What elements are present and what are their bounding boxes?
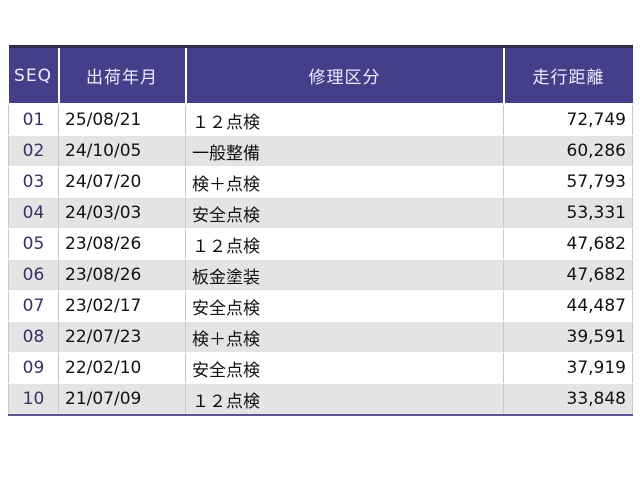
repair-history-panel: SEQ 出荷年月 修理区分 走行距離 01 25/08/21 １２点検 72,749 0… xyxy=(8,45,633,416)
seq-cell: 08 xyxy=(8,321,59,353)
date-cell: 22/07/23 xyxy=(58,321,186,353)
mileage-cell: 60,286 xyxy=(503,135,633,167)
seq-cell: 04 xyxy=(8,197,59,229)
table-row[interactable]: 01 25/08/21 １２点検 72,749 xyxy=(8,104,633,136)
date-cell: 24/10/05 xyxy=(58,135,186,167)
date-cell: 23/02/17 xyxy=(58,290,186,322)
date-cell: 24/03/03 xyxy=(58,197,186,229)
table-row[interactable]: 10 21/07/09 １２点検 33,848 xyxy=(8,383,633,416)
table-row[interactable]: 04 24/03/03 安全点検 53,331 xyxy=(8,197,633,229)
col-header-category: 修理区分 xyxy=(185,46,505,104)
category-cell: 一般整備 xyxy=(185,135,504,167)
mileage-cell: 44,487 xyxy=(503,290,633,322)
table-row[interactable]: 07 23/02/17 安全点検 44,487 xyxy=(8,290,633,322)
table-row[interactable]: 02 24/10/05 一般整備 60,286 xyxy=(8,135,633,167)
table-row[interactable]: 06 23/08/26 板金塗装 47,682 xyxy=(8,259,633,291)
mileage-cell: 72,749 xyxy=(503,104,633,136)
date-cell: 24/07/20 xyxy=(58,166,186,198)
category-cell: 検＋点検 xyxy=(185,166,504,198)
date-cell: 21/07/09 xyxy=(58,383,186,416)
col-header-seq: SEQ xyxy=(8,46,60,104)
category-cell: 安全点検 xyxy=(185,352,504,384)
table-header-row: SEQ 出荷年月 修理区分 走行距離 xyxy=(8,46,633,104)
seq-cell: 03 xyxy=(8,166,59,198)
col-header-mileage: 走行距離 xyxy=(503,46,633,104)
seq-cell: 10 xyxy=(8,383,59,416)
mileage-cell: 33,848 xyxy=(503,383,633,416)
category-cell: 安全点検 xyxy=(185,197,504,229)
table-row[interactable]: 08 22/07/23 検＋点検 39,591 xyxy=(8,321,633,353)
category-cell: 板金塗装 xyxy=(185,259,504,291)
mileage-cell: 57,793 xyxy=(503,166,633,198)
col-header-date: 出荷年月 xyxy=(58,46,187,104)
seq-cell: 02 xyxy=(8,135,59,167)
seq-cell: 01 xyxy=(8,104,59,136)
date-cell: 23/08/26 xyxy=(58,259,186,291)
mileage-cell: 39,591 xyxy=(503,321,633,353)
seq-cell: 06 xyxy=(8,259,59,291)
date-cell: 22/02/10 xyxy=(58,352,186,384)
table-body: 01 25/08/21 １２点検 72,749 02 24/10/05 一般整備 60,286… xyxy=(8,104,633,416)
table-row[interactable]: 03 24/07/20 検＋点検 57,793 xyxy=(8,166,633,198)
mileage-cell: 47,682 xyxy=(503,228,633,260)
seq-cell: 07 xyxy=(8,290,59,322)
category-cell: １２点検 xyxy=(185,104,504,136)
seq-cell: 05 xyxy=(8,228,59,260)
date-cell: 23/08/26 xyxy=(58,228,186,260)
table-row[interactable]: 09 22/02/10 安全点検 37,919 xyxy=(8,352,633,384)
table-header: SEQ 出荷年月 修理区分 走行距離 xyxy=(8,46,633,104)
category-cell: 安全点検 xyxy=(185,290,504,322)
repair-history-table: SEQ 出荷年月 修理区分 走行距離 01 25/08/21 １２点検 72,749 0… xyxy=(8,45,633,416)
category-cell: １２点検 xyxy=(185,383,504,416)
seq-cell: 09 xyxy=(8,352,59,384)
mileage-cell: 53,331 xyxy=(503,197,633,229)
table-row[interactable]: 05 23/08/26 １２点検 47,682 xyxy=(8,228,633,260)
mileage-cell: 47,682 xyxy=(503,259,633,291)
category-cell: 検＋点検 xyxy=(185,321,504,353)
category-cell: １２点検 xyxy=(185,228,504,260)
mileage-cell: 37,919 xyxy=(503,352,633,384)
date-cell: 25/08/21 xyxy=(58,104,186,136)
